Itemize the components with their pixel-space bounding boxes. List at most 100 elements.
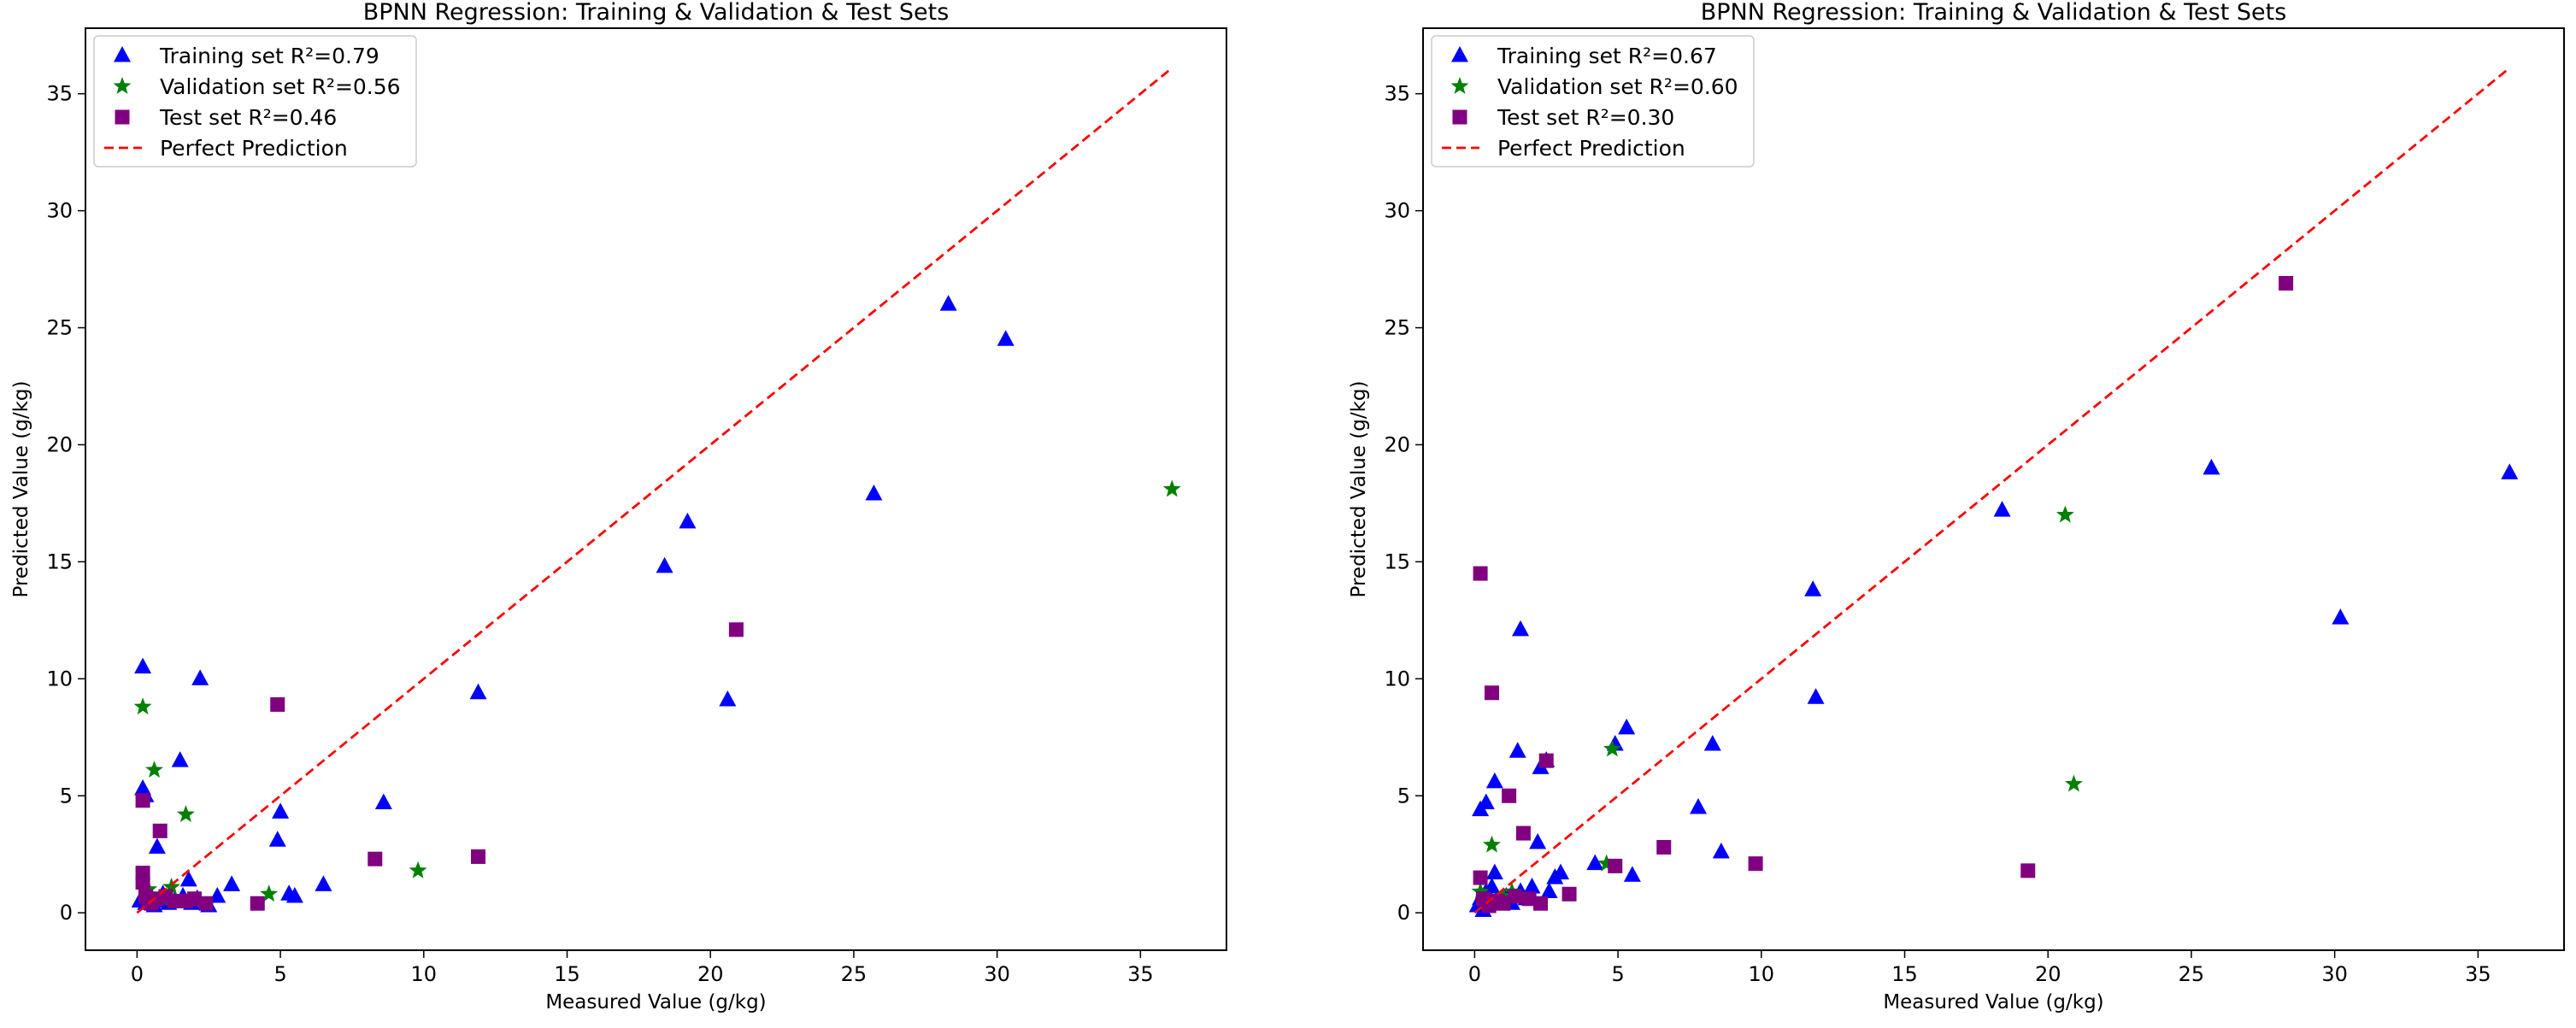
training-point: [1540, 882, 1558, 899]
x-tick-label: 15: [554, 962, 580, 986]
training-point: [1509, 742, 1526, 758]
training-point: [719, 690, 737, 707]
x-tick-label: 15: [1891, 962, 1918, 986]
series: [131, 67, 1181, 914]
test-point: [1608, 858, 1623, 873]
legend-box: [1431, 35, 1755, 167]
y-tick-label: 15: [46, 549, 73, 573]
training-point: [865, 484, 883, 501]
x-tick-label: 35: [2465, 962, 2491, 986]
validation-point: [1597, 854, 1616, 872]
test-point: [1507, 889, 1522, 904]
validation-point: [162, 878, 181, 895]
x-tick-label: 0: [1468, 962, 1481, 986]
test-point: [167, 893, 182, 908]
chart-title: BPNN Regression: Training & Validation &…: [1701, 0, 2287, 26]
test-point: [186, 891, 202, 907]
test-point: [1533, 896, 1549, 911]
perfect-prediction-line: [1473, 67, 2511, 914]
chart-title: BPNN Regression: Training & Validation &…: [363, 0, 950, 26]
x-tick-label: 25: [2179, 962, 2205, 986]
validation-point: [409, 861, 427, 878]
training-point: [2203, 458, 2220, 475]
y-tick-label: 15: [1384, 549, 1410, 573]
x-tick-label: 10: [1749, 962, 1775, 986]
test-point: [368, 851, 383, 866]
test-point: [2020, 863, 2036, 878]
y-tick-label: 20: [1384, 432, 1410, 456]
training-point: [1477, 793, 1495, 809]
test-point: [728, 622, 744, 637]
chart-right: BPNN Regression: Training & Validation &…: [1348, 0, 2565, 1013]
x-tick-label: 10: [411, 962, 438, 986]
test-point: [1473, 566, 1488, 581]
training-point: [1807, 688, 1825, 704]
training-point: [2501, 463, 2519, 479]
test-point: [1473, 870, 1488, 885]
y-axis-label: Predicted Value (g/kg): [10, 381, 32, 598]
training-point: [1485, 772, 1503, 789]
perfect-prediction-line: [136, 67, 1173, 914]
training-point: [1623, 866, 1641, 882]
plot-area: [1468, 67, 2519, 917]
training-point: [223, 875, 241, 891]
validation-point: [2064, 774, 2083, 792]
test-point: [2279, 276, 2294, 291]
x-tick-label: 5: [1611, 962, 1624, 986]
legend-triangle-marker: [1451, 46, 1468, 62]
training-point: [374, 793, 392, 809]
training-point: [679, 512, 697, 529]
training-point: [171, 751, 189, 767]
training-point: [1703, 735, 1721, 751]
legend: Training set R²=0.79 Validation set R²=0…: [93, 35, 417, 167]
validation-point: [1162, 479, 1181, 497]
plot-frame: [1422, 27, 2565, 951]
training-point: [1804, 580, 1822, 596]
test-point: [1538, 753, 1554, 768]
test-point: [1515, 825, 1531, 841]
y-tick-label: 5: [1397, 784, 1410, 808]
training-point: [315, 875, 332, 891]
test-point: [135, 875, 150, 890]
validation-point: [1483, 835, 1501, 853]
training-point: [272, 802, 290, 819]
training-point: [469, 683, 487, 700]
training-point: [1485, 863, 1503, 880]
y-tick-label: 10: [1384, 667, 1410, 690]
y-tick-label: 0: [1397, 901, 1410, 925]
training-point: [1712, 842, 1730, 859]
training-point: [1690, 797, 1708, 814]
test-point: [198, 896, 214, 911]
test-point: [250, 896, 265, 911]
training-point: [997, 330, 1015, 346]
ticks: 0 5 10 15 20 25 30 35 0 5 10 15 20 25 30 35: [1384, 82, 2491, 986]
plot-area: [131, 67, 1181, 914]
x-tick-label: 25: [841, 962, 867, 986]
validation-point: [133, 697, 152, 715]
y-tick-label: 5: [60, 784, 73, 808]
legend-star-marker: [1450, 77, 1469, 94]
legend-triangle-marker: [114, 46, 131, 62]
test-point: [152, 823, 168, 838]
ticks: 0 5 10 15 20 25 30 35 0 5 10 15 20 25 30 35: [46, 82, 1153, 986]
legend: Training set R²=0.67 Validation set R²=0…: [1431, 35, 1755, 167]
validation-point: [260, 884, 279, 902]
training-point: [148, 837, 166, 855]
training-point: [191, 669, 209, 685]
x-tick-label: 20: [697, 962, 724, 986]
legend-label-training: Training set R²=0.79: [159, 44, 379, 68]
x-tick-label: 30: [984, 962, 1010, 986]
series: [1468, 67, 2519, 917]
y-tick-label: 0: [60, 901, 73, 925]
y-axis-label: Predicted Value (g/kg): [1348, 381, 1370, 598]
validation-point: [1471, 882, 1490, 900]
y-tick-label: 25: [1384, 316, 1410, 340]
x-axis-label: Measured Value (g/kg): [1883, 991, 2103, 1013]
training-point: [179, 870, 197, 887]
y-tick-label: 25: [46, 316, 73, 340]
validation-point: [176, 805, 195, 823]
legend-box: [93, 35, 417, 167]
training-point: [656, 556, 673, 573]
training-point: [1552, 863, 1570, 880]
